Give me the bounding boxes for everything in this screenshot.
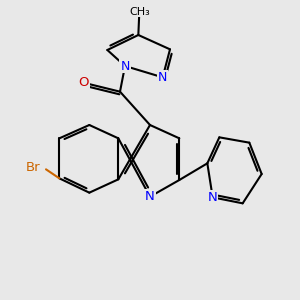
Text: N: N — [120, 59, 130, 73]
Text: O: O — [78, 76, 88, 89]
Text: CH₃: CH₃ — [129, 7, 150, 17]
Text: N: N — [145, 190, 155, 203]
Text: N: N — [208, 191, 218, 204]
Text: Br: Br — [26, 161, 40, 174]
Text: N: N — [158, 71, 167, 84]
